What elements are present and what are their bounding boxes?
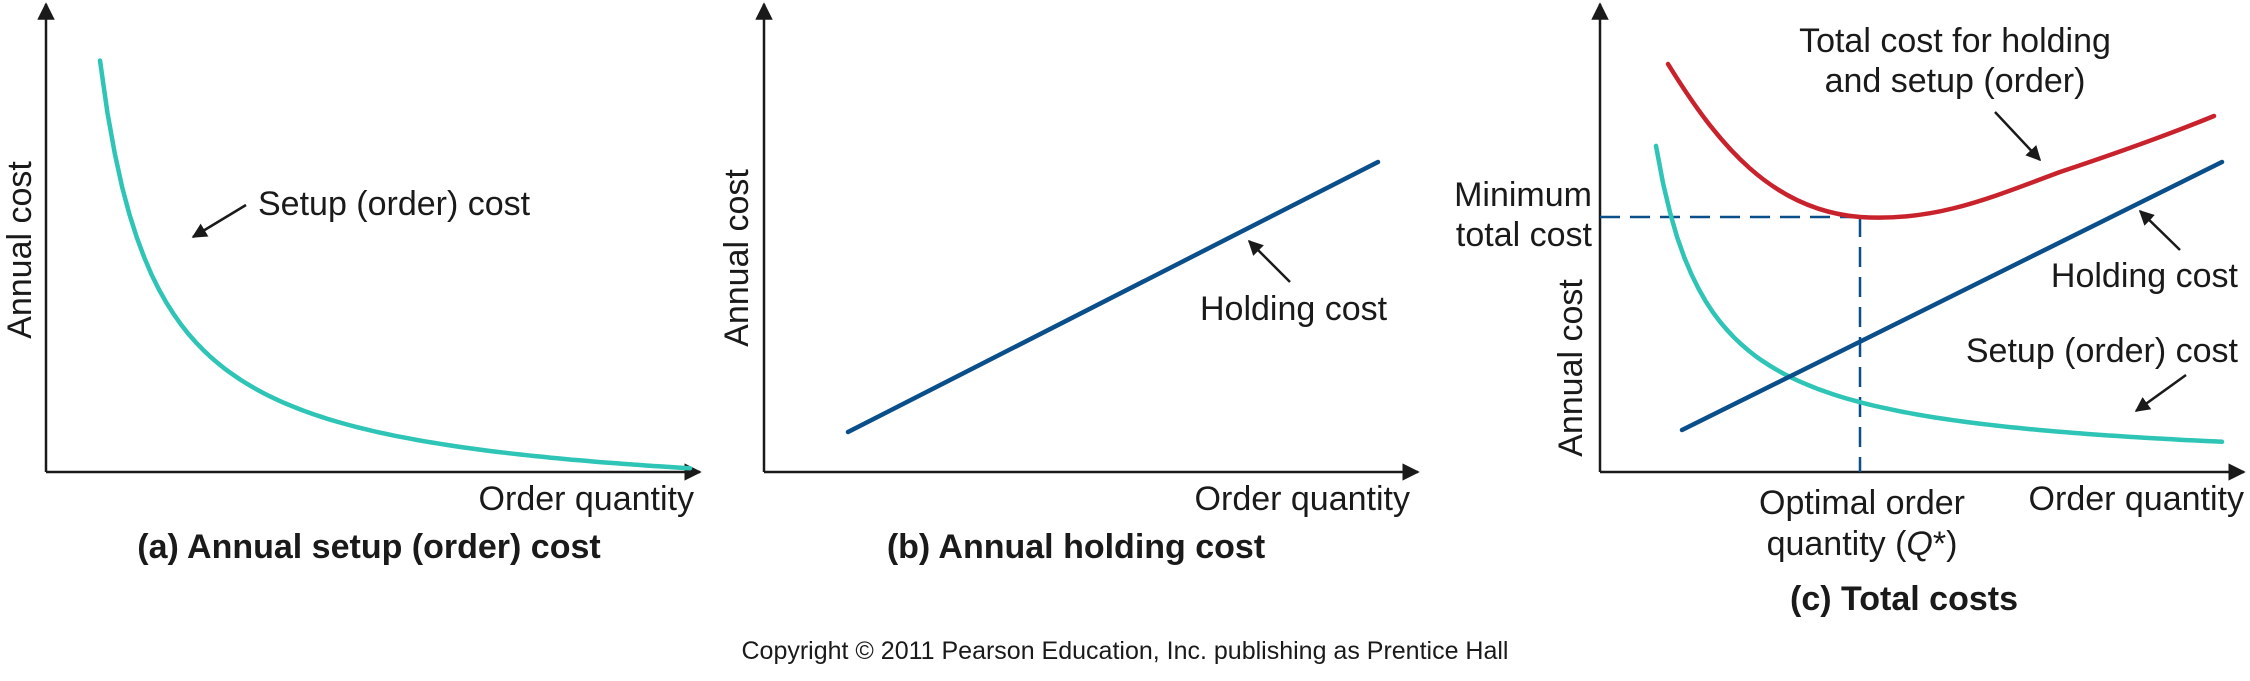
- panel-a-x-label: Order quantity: [479, 480, 694, 518]
- optimal-q-text-post: *): [1933, 525, 1958, 563]
- panel-c-min-cost-label-line2: total cost: [1456, 216, 1593, 254]
- panel-c-total-label-line1: Total cost for holding: [1799, 22, 2111, 60]
- panel-c-caption: (c) Total costs: [1790, 580, 2018, 618]
- panel-b-holding-cost-line: [845, 159, 1381, 435]
- panel-a-setup-label: Setup (order) cost: [258, 185, 531, 223]
- panel-c-setup-cost-curve: [1653, 143, 2225, 445]
- panel-c-holding-label: Holding cost: [2051, 257, 2239, 295]
- panel-b: Holding cost Annual cost Order quantity …: [718, 2, 1420, 566]
- panel-c-total-label-line2: and setup (order): [1825, 62, 2086, 100]
- panel-a: Setup (order) cost Annual cost Order qua…: [1, 2, 702, 566]
- panel-a-y-label: Annual cost: [1, 161, 39, 339]
- panel-a-caption: (a) Annual setup (order) cost: [137, 528, 600, 566]
- panel-c-x-label: Order quantity: [2029, 480, 2244, 518]
- panel-c-total-cost-curve: [1665, 61, 2217, 220]
- panel-c-min-cost-label-line1: Minimum: [1454, 176, 1592, 214]
- panel-b-holding-label: Holding cost: [1200, 290, 1388, 328]
- panel-b-caption: (b) Annual holding cost: [887, 528, 1265, 566]
- copyright-notice: Copyright © 2011 Pearson Education, Inc.…: [741, 637, 1508, 665]
- panel-b-holding-pointer: [1247, 239, 1291, 283]
- panel-c-y-label: Annual cost: [1552, 279, 1590, 457]
- panel-a-setup-pointer: [191, 203, 247, 239]
- panel-c-setup-label: Setup (order) cost: [1966, 332, 2239, 370]
- panel-b-x-label: Order quantity: [1195, 480, 1410, 518]
- optimal-q-text-pre: quantity (: [1767, 525, 1908, 563]
- panel-c-setup-pointer: [2134, 373, 2187, 413]
- panel-c-optimal-q-label-line1: Optimal order: [1759, 484, 1965, 522]
- panel-c-optimal-q-label-line2: quantity (Q*): [1767, 525, 1958, 563]
- optimal-q-symbol: Q: [1906, 525, 1932, 563]
- panel-b-y-label: Annual cost: [718, 169, 756, 347]
- panel-c: Total cost for holding and setup (order)…: [1454, 2, 2246, 618]
- panel-c-total-pointer: [1994, 111, 2042, 162]
- panel-a-setup-cost-curve: [97, 58, 693, 471]
- panel-c-holding-cost-line: [1679, 159, 2225, 433]
- panel-c-holding-pointer: [2138, 209, 2181, 251]
